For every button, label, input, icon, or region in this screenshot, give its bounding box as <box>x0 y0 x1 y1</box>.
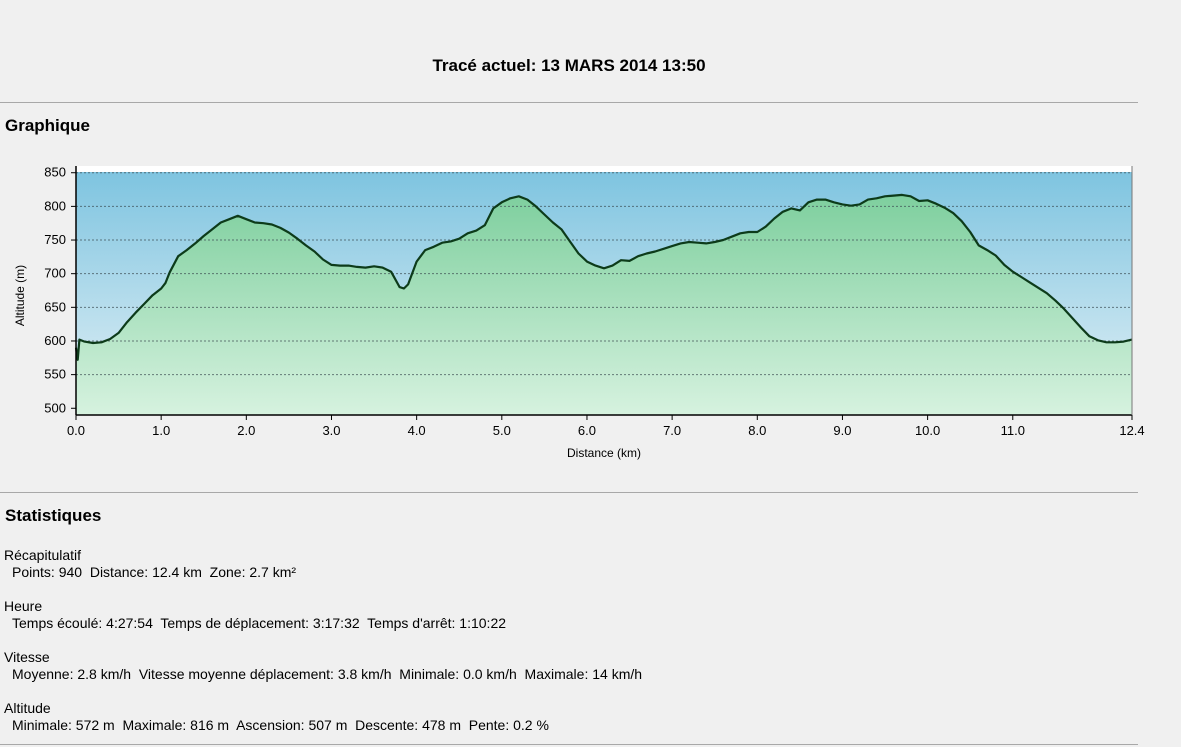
x-tick-label: 0.0 <box>67 423 85 438</box>
page-title: Tracé actuel: 13 MARS 2014 13:50 <box>432 56 706 75</box>
stat-group-altitude: Altitude Minimale: 572 m Maximale: 816 m… <box>4 700 549 734</box>
stats-section-title: Statistiques <box>5 506 102 525</box>
stat-heading: Récapitulatif <box>4 547 82 563</box>
y-tick-label: 550 <box>44 367 66 382</box>
stat-heading: Altitude <box>4 700 51 716</box>
y-tick-label: 750 <box>44 232 66 247</box>
stat-values: Moyenne: 2.8 km/h Vitesse moyenne déplac… <box>12 666 643 682</box>
x-tick-label: 7.0 <box>663 423 681 438</box>
x-axis-label: Distance (km) <box>567 446 641 460</box>
y-tick-label: 850 <box>44 165 66 180</box>
stat-values: Temps écoulé: 4:27:54 Temps de déplaceme… <box>12 615 507 631</box>
x-tick-label: 3.0 <box>322 423 340 438</box>
stat-heading: Vitesse <box>4 649 50 665</box>
x-tick-label: 6.0 <box>578 423 596 438</box>
graph-section-title: Graphique <box>5 116 91 135</box>
plot-top-band <box>76 166 1132 172</box>
y-tick-label: 600 <box>44 333 66 348</box>
x-tick-label: 9.0 <box>833 423 851 438</box>
x-tick-label: 2.0 <box>237 423 255 438</box>
elevation-chart-svg: 500 550 600 650 700 750 800 850 0.0 1.0 2.0 3.0 4.0 5… <box>13 165 1145 460</box>
elevation-area <box>76 194 1132 415</box>
y-tick-label: 700 <box>44 266 66 281</box>
x-tick-label: 4.0 <box>408 423 426 438</box>
divider <box>0 744 1138 745</box>
divider <box>0 492 1138 493</box>
x-tick-label: 11.0 <box>1001 423 1025 438</box>
divider <box>0 102 1138 103</box>
stat-heading: Heure <box>4 598 43 614</box>
y-tick-label: 650 <box>44 299 66 314</box>
y-tick-label: 500 <box>44 400 66 415</box>
stat-group-speed: Vitesse Moyenne: 2.8 km/h Vitesse moyenn… <box>4 649 642 683</box>
y-axis-label: Altitude (m) <box>13 265 27 326</box>
x-tick-label: 10.0 <box>915 423 940 438</box>
stat-group-time: Heure Temps écoulé: 4:27:54 Temps de dép… <box>4 598 506 632</box>
stat-values: Points: 940 Distance: 12.4 km Zone: 2.7 … <box>12 564 297 580</box>
elevation-line <box>74 193 1133 361</box>
x-tick-label: 5.0 <box>493 423 511 438</box>
stat-group-summary: Récapitulatif Points: 940 Distance: 12.4… <box>4 547 296 581</box>
x-tick-label: 8.0 <box>748 423 766 438</box>
x-tick-label: 12.4 <box>1119 423 1144 438</box>
y-tick-label: 800 <box>44 198 66 213</box>
stat-values: Minimale: 572 m Maximale: 816 m Ascensio… <box>12 717 549 733</box>
elevation-chart: 500 550 600 650 700 750 800 850 0.0 1.0 2.0 3.0 4.0 5… <box>0 150 1181 470</box>
x-tick-label: 1.0 <box>152 423 170 438</box>
